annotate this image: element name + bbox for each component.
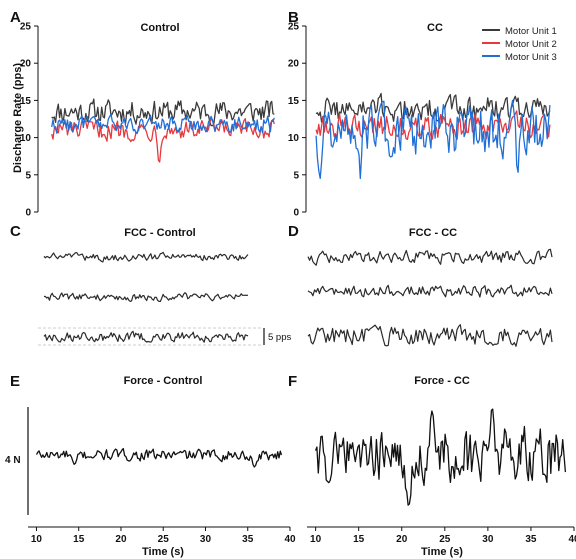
panel-e-x-ticks: 10 15 20 25 30 35 40 <box>31 527 296 545</box>
x-tick-label: 25 <box>439 534 451 545</box>
panel-e-title: Force - Control <box>124 375 203 387</box>
y-tick-label: 5 <box>293 170 299 181</box>
panel-f-title: Force - CC <box>414 375 470 387</box>
panel-b-y-ticks: 0 5 10 15 20 25 <box>288 22 306 219</box>
series-line-motor-unit-2 <box>315 110 551 141</box>
panel-a-plot <box>51 98 275 163</box>
series-line-motor-unit-3 <box>315 99 551 180</box>
panel-a-letter: A <box>10 9 21 26</box>
y-tick-label: 15 <box>20 96 32 107</box>
series-line-motor-unit-1 <box>51 98 275 127</box>
y-tick-label: 20 <box>20 59 32 70</box>
x-tick-label: 15 <box>73 534 85 545</box>
panel-b-letter: B <box>288 9 299 26</box>
x-tick-label: 10 <box>31 534 43 545</box>
y-tick-label: 25 <box>20 22 32 33</box>
y-tick-label: 10 <box>20 133 32 144</box>
panel-a-y-ticks: 0 5 10 15 20 25 <box>20 22 38 219</box>
legend: Motor Unit 1 Motor Unit 2 Motor Unit 3 <box>482 26 557 63</box>
panel-f-x-label: Time (s) <box>421 546 463 558</box>
x-tick-label: 10 <box>310 534 322 545</box>
y-tick-label: 0 <box>293 208 299 219</box>
panel-e-plot <box>35 447 283 468</box>
panel-f-letter: F <box>288 373 297 390</box>
fcc-trace-1 <box>307 248 553 266</box>
x-tick-label: 40 <box>284 534 296 545</box>
panel-e-letter: E <box>10 373 20 390</box>
panel-d-title: FCC - CC <box>409 227 457 239</box>
panel-b-plot <box>315 92 551 180</box>
panel-c-plot <box>43 251 249 343</box>
y-tick-label: 0 <box>25 208 31 219</box>
fcc-trace-2 <box>43 292 249 302</box>
x-tick-label: 30 <box>200 534 212 545</box>
force-scale-label: 4 N <box>5 455 21 466</box>
x-tick-label: 40 <box>568 534 576 545</box>
legend-label-unit3: Motor Unit 3 <box>505 52 557 63</box>
y-tick-label: 25 <box>288 22 300 33</box>
fcc-trace-3 <box>307 324 553 347</box>
panel-c-title: FCC - Control <box>124 227 195 239</box>
force-trace <box>35 447 283 468</box>
y-tick-label: 5 <box>25 170 31 181</box>
x-tick-label: 20 <box>115 534 127 545</box>
force-trace <box>314 408 567 506</box>
y-tick-label: 15 <box>288 96 300 107</box>
panel-a-title: Control <box>140 22 179 34</box>
panel-f-plot <box>314 408 567 506</box>
series-line-motor-unit-3 <box>51 113 275 134</box>
force-scale-bar: 4 N <box>5 407 29 515</box>
y-tick-label: 20 <box>288 59 300 70</box>
panel-b-title: CC <box>427 22 443 34</box>
panel-c-reference-lines <box>38 327 262 346</box>
panel-c-letter: C <box>10 223 21 240</box>
y-tick-label: 10 <box>288 133 300 144</box>
panel-d-plot <box>307 248 553 347</box>
fcc-trace-3 <box>43 330 249 343</box>
panel-e-x-label: Time (s) <box>142 546 184 558</box>
x-tick-label: 35 <box>525 534 537 545</box>
legend-label-unit2: Motor Unit 2 <box>505 39 557 50</box>
y-axis-label: Discharge Rate (pps) <box>12 63 24 173</box>
fcc-trace-1 <box>43 251 249 263</box>
pps-scale-bar: 5 pps <box>263 328 291 345</box>
pps-scale-label: 5 pps <box>268 332 291 343</box>
x-tick-label: 35 <box>242 534 254 545</box>
panel-f-x-ticks: 10 15 20 25 30 35 40 <box>310 527 576 545</box>
panel-d-letter: D <box>288 223 299 240</box>
x-tick-label: 30 <box>482 534 494 545</box>
legend-label-unit1: Motor Unit 1 <box>505 26 557 37</box>
x-tick-label: 20 <box>396 534 408 545</box>
fcc-trace-2 <box>307 284 553 298</box>
x-tick-label: 25 <box>158 534 170 545</box>
x-tick-label: 15 <box>353 534 365 545</box>
